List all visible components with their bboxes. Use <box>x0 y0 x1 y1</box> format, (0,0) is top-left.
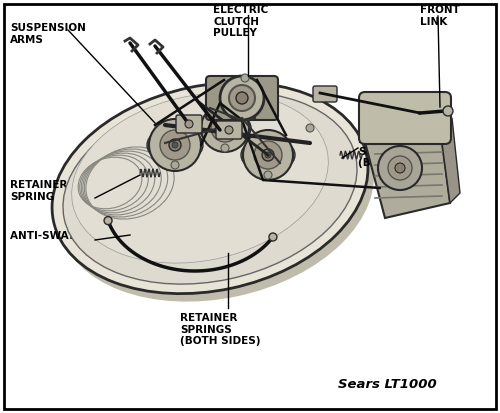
Text: ELECTRIC
CLUTCH
PULLEY: ELECTRIC CLUTCH PULLEY <box>213 5 268 38</box>
Circle shape <box>221 144 229 152</box>
Text: RETAINER
SPRING: RETAINER SPRING <box>10 180 68 202</box>
Ellipse shape <box>72 93 328 263</box>
Circle shape <box>222 125 228 131</box>
Ellipse shape <box>52 82 368 294</box>
Text: ANTI-SWAY BAR: ANTI-SWAY BAR <box>10 231 102 241</box>
Circle shape <box>201 104 249 152</box>
Circle shape <box>378 146 422 190</box>
Circle shape <box>149 119 201 171</box>
Ellipse shape <box>63 92 357 284</box>
Circle shape <box>160 130 190 160</box>
Circle shape <box>241 74 249 82</box>
Ellipse shape <box>241 138 295 173</box>
FancyBboxPatch shape <box>206 76 278 120</box>
Circle shape <box>264 171 272 179</box>
Circle shape <box>395 163 405 173</box>
Ellipse shape <box>147 127 203 163</box>
Circle shape <box>443 106 453 116</box>
Ellipse shape <box>58 90 374 301</box>
FancyBboxPatch shape <box>216 121 242 139</box>
Circle shape <box>211 114 239 142</box>
Circle shape <box>243 130 293 180</box>
Circle shape <box>269 233 277 241</box>
FancyBboxPatch shape <box>313 86 337 102</box>
Circle shape <box>172 142 178 148</box>
Circle shape <box>220 76 264 120</box>
Ellipse shape <box>199 111 251 145</box>
Circle shape <box>229 85 255 111</box>
Polygon shape <box>440 118 460 203</box>
Circle shape <box>262 149 274 161</box>
Circle shape <box>254 141 282 169</box>
Circle shape <box>169 139 181 151</box>
Circle shape <box>236 92 248 104</box>
Circle shape <box>306 124 314 132</box>
Text: Sears LT1000: Sears LT1000 <box>338 378 437 391</box>
Circle shape <box>225 126 233 134</box>
Circle shape <box>171 161 179 169</box>
Text: SUSPENSION
ARMS: SUSPENSION ARMS <box>10 23 86 45</box>
Text: RETAINER
SPRINGS
(BOTH SIDES): RETAINER SPRINGS (BOTH SIDES) <box>358 135 438 168</box>
Circle shape <box>219 122 231 134</box>
Text: RETAINER
SPRINGS
(BOTH SIDES): RETAINER SPRINGS (BOTH SIDES) <box>180 313 260 346</box>
FancyBboxPatch shape <box>359 92 451 144</box>
FancyBboxPatch shape <box>176 115 202 133</box>
Circle shape <box>388 156 412 180</box>
Circle shape <box>265 152 271 158</box>
Circle shape <box>104 216 112 225</box>
Polygon shape <box>360 123 450 218</box>
Text: FRONT
LINK: FRONT LINK <box>420 5 460 26</box>
Circle shape <box>185 120 193 128</box>
